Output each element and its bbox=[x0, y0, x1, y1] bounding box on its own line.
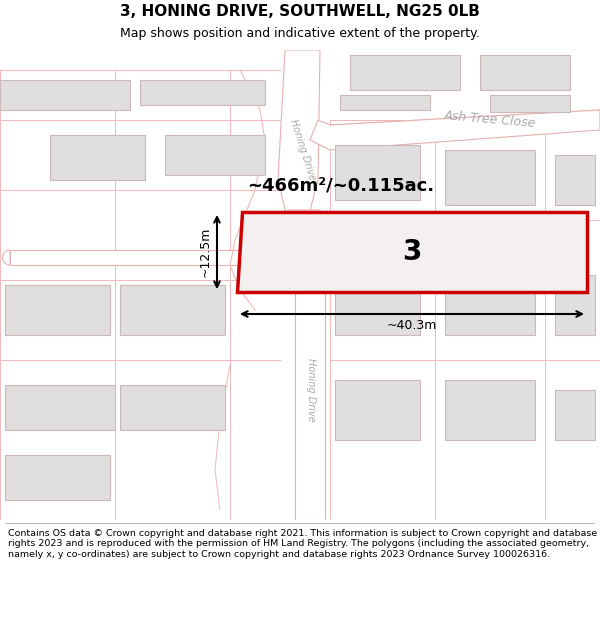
Polygon shape bbox=[445, 150, 535, 205]
Polygon shape bbox=[490, 95, 570, 112]
Polygon shape bbox=[237, 212, 587, 292]
Text: Ash Tree Close: Ash Tree Close bbox=[443, 109, 536, 131]
Polygon shape bbox=[335, 270, 420, 335]
Polygon shape bbox=[165, 135, 265, 175]
Text: Honing Drive: Honing Drive bbox=[289, 118, 317, 182]
Text: 3: 3 bbox=[403, 238, 422, 266]
Text: 3, HONING DRIVE, SOUTHWELL, NG25 0LB: 3, HONING DRIVE, SOUTHWELL, NG25 0LB bbox=[120, 4, 480, 19]
Text: Map shows position and indicative extent of the property.: Map shows position and indicative extent… bbox=[120, 28, 480, 41]
Text: ~12.5m: ~12.5m bbox=[199, 227, 212, 278]
Text: Contains OS data © Crown copyright and database right 2021. This information is : Contains OS data © Crown copyright and d… bbox=[8, 529, 597, 559]
Polygon shape bbox=[5, 385, 115, 430]
Polygon shape bbox=[480, 55, 570, 90]
Polygon shape bbox=[310, 110, 600, 150]
Polygon shape bbox=[340, 95, 430, 110]
Polygon shape bbox=[0, 80, 130, 110]
Polygon shape bbox=[120, 385, 225, 430]
Text: Honing Drive: Honing Drive bbox=[306, 358, 316, 422]
Polygon shape bbox=[445, 275, 535, 335]
Polygon shape bbox=[5, 455, 110, 500]
Text: ~40.3m: ~40.3m bbox=[387, 319, 437, 332]
Polygon shape bbox=[295, 265, 325, 520]
Polygon shape bbox=[10, 250, 280, 265]
Polygon shape bbox=[555, 390, 595, 440]
Wedge shape bbox=[2, 250, 10, 265]
Polygon shape bbox=[555, 275, 595, 335]
Polygon shape bbox=[280, 210, 325, 272]
Polygon shape bbox=[278, 50, 320, 230]
Polygon shape bbox=[140, 80, 265, 105]
Text: ~466m²/~0.115ac.: ~466m²/~0.115ac. bbox=[247, 176, 434, 194]
Polygon shape bbox=[335, 380, 420, 440]
Polygon shape bbox=[445, 380, 535, 440]
Polygon shape bbox=[5, 285, 110, 335]
Polygon shape bbox=[50, 135, 145, 180]
Polygon shape bbox=[335, 145, 420, 200]
Polygon shape bbox=[350, 55, 460, 90]
Polygon shape bbox=[555, 155, 595, 205]
Polygon shape bbox=[120, 285, 225, 335]
